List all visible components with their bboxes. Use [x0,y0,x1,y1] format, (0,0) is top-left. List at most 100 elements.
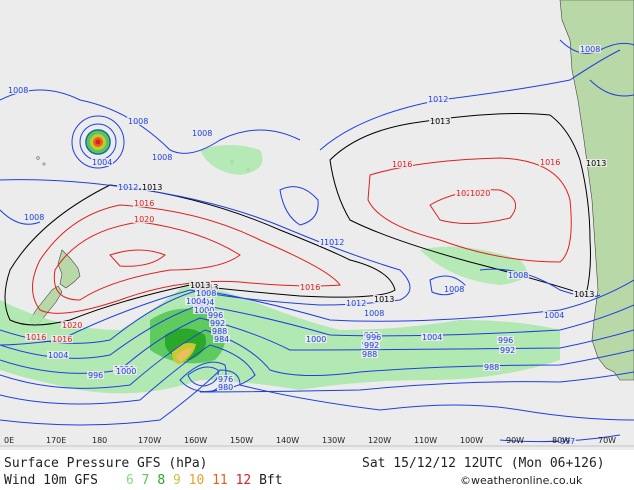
longitude-label: 100W [460,436,483,445]
isobar-label-background [209,319,226,327]
isobar-label-background [305,335,327,343]
isobar-label: 1013 [574,290,594,299]
isobar-label-background [539,158,561,166]
isobar-label-background [421,333,443,341]
longitude-label: 170W [138,436,161,445]
isobar-label: 1004 [544,311,564,320]
isobar-label-background [507,271,529,279]
isobar-label-background [455,189,477,197]
isobar-label-background [559,437,576,445]
isobar-label: 1020 [470,189,490,198]
isobar-label-background [483,363,500,371]
isobar-988 [0,369,634,426]
isobar-label: 1012 [428,95,448,104]
isobar-label-background [217,383,234,391]
isobar-label-background [115,367,137,375]
isobar-label-background [133,199,155,207]
longitude-label: 0E [4,436,14,445]
isobar-label: 988 [362,350,377,359]
isobar-label: 996 [88,371,103,380]
wind-area-bft6 [200,145,263,175]
isobar-label: 1020 [62,321,82,330]
isobar-1004 [0,304,634,359]
beaufort-scale: 6 7 8 9 10 11 12 Bft [126,473,283,488]
isobar-label-background [127,117,149,125]
cyclone-core-bft12 [95,139,101,145]
isobar-label-background [185,297,207,305]
longitude-label: 170E [46,436,66,445]
isobar-label: 1004 [422,333,442,342]
isobar-label-background [499,346,516,354]
isobar-1008 [0,209,41,225]
longitude-label: 120W [368,436,391,445]
isobar-label-background [87,371,104,379]
bft-value: 9 [172,473,189,488]
isobar-label: 996 [208,311,223,320]
longitude-label: 160W [184,436,207,445]
wind-area-bft6 [0,280,560,394]
isobar-label: 988 [212,327,227,336]
isobar-label: 1016 [540,158,560,167]
island [42,162,46,166]
isobar-label: 976 [218,375,233,384]
isobar-label-background [469,189,491,197]
isobar-label-background [427,95,449,103]
credit-link[interactable]: ©weatheronline.co.uk [460,474,583,487]
isobar-label: 1012 [346,299,366,308]
isobar-1008 [71,115,125,169]
isobar-label: 1008 [580,45,600,54]
isobar-label: 1008 [152,153,172,162]
isobar-label: 1004 [92,158,112,167]
isobar-label: 1020 [456,189,476,198]
isobar-label-background [497,336,514,344]
isobar-label: 992 [210,319,225,328]
isobar-1000 [85,129,111,155]
isobar-980 [187,366,219,387]
isobar-label-background [61,321,83,329]
isobar-label: 1004 [186,297,206,306]
isobar-label: 1016 [52,335,72,344]
bft-value: 7 [141,473,158,488]
isobar-label: 1013 [142,183,162,192]
isobar-label-background [443,285,465,293]
valid-time: Sat 15/12/12 12UTC (Mon 06+126) [362,456,605,471]
isobar-label-background [195,289,217,297]
isobar-label-background [141,183,163,191]
isobar-1016 [367,157,572,263]
isobar-label: 984 [214,335,229,344]
isobar-1020 [109,249,166,267]
isobar-label-background [193,306,215,314]
isobar-label-background [299,283,321,291]
isobar-label: 1008 [196,289,216,298]
isobar-label: 992 [500,346,515,355]
wind-shading [0,129,560,394]
isobar-1012 [0,179,411,346]
isobar-label: 1008 [364,309,384,318]
isobar-label: 1016 [26,333,46,342]
isobar-label-background [391,160,413,168]
isobar-1013 [4,184,396,326]
isobar-1008 [0,279,634,344]
isobar-label: 1013 [586,159,606,168]
isobar-label: 1000 [194,306,214,315]
isobar-label-background [323,238,345,246]
isobar-label-background [363,341,380,349]
longitude-label: 130W [322,436,345,445]
isobar-label-background [361,350,378,358]
longitude-labels: 0E 170E 180 170W 160W 150W 140W 130W 120W 110W 100… [4,436,616,445]
isobar-label-background [429,117,451,125]
isobar-label-background [365,333,382,341]
isobar-label-background [373,295,395,303]
isobar-label: 1004 [48,351,68,360]
bft-value: 10 [188,473,213,488]
longitude-label: 140W [276,436,299,445]
isobar-label: 996 [366,333,381,342]
isobar-label: 1000 [116,367,136,376]
bft-value: 11 [212,473,236,488]
isobar-label-background [189,281,211,289]
longitude-label: 80W [552,436,570,445]
longitude-label: 150W [230,436,253,445]
island [36,156,40,160]
longitude-label: 180 [92,436,107,445]
